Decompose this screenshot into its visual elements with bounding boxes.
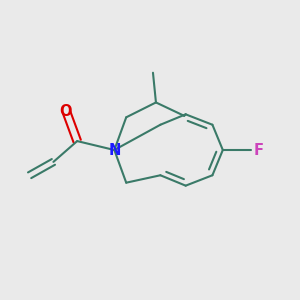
Text: O: O — [59, 104, 71, 119]
Text: F: F — [254, 142, 263, 158]
Text: N: N — [108, 142, 121, 158]
